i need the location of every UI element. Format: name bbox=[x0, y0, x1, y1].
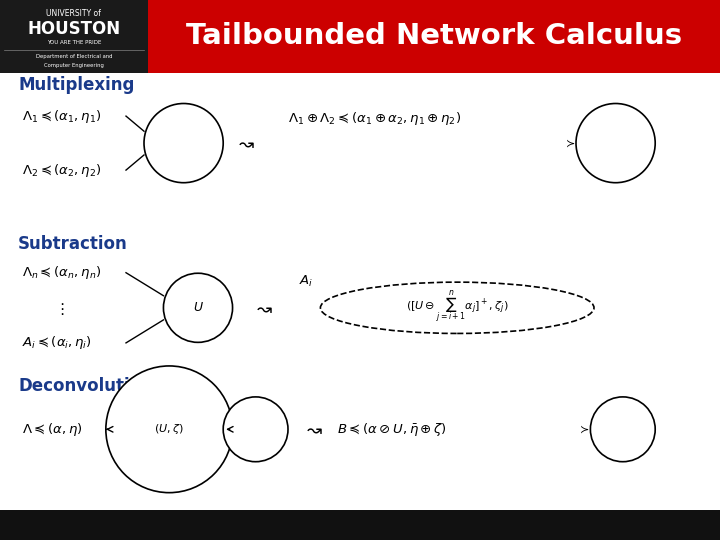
Text: Deconvolution: Deconvolution bbox=[18, 377, 153, 395]
Text: HOUSTON: HOUSTON bbox=[27, 20, 120, 38]
Text: $\rightsquigarrow$: $\rightsquigarrow$ bbox=[235, 134, 255, 152]
Text: $\succ$: $\succ$ bbox=[577, 423, 590, 435]
Text: Subtraction: Subtraction bbox=[18, 235, 127, 253]
Text: $\vdots$: $\vdots$ bbox=[54, 301, 64, 317]
Text: $A_i$: $A_i$ bbox=[299, 274, 313, 289]
Text: UNIVERSITY of: UNIVERSITY of bbox=[46, 9, 102, 18]
Text: $\Lambda_1 \preceq (\alpha_1, \eta_1)$: $\Lambda_1 \preceq (\alpha_1, \eta_1)$ bbox=[22, 107, 101, 125]
Text: Tailbounded Network Calculus: Tailbounded Network Calculus bbox=[186, 23, 682, 50]
Ellipse shape bbox=[576, 104, 655, 183]
Text: $\Lambda_1 \oplus \Lambda_2 \preceq (\alpha_1 \oplus \alpha_2, \eta_1 \oplus \et: $\Lambda_1 \oplus \Lambda_2 \preceq (\al… bbox=[288, 110, 462, 127]
Ellipse shape bbox=[144, 104, 223, 183]
Text: Multiplexing: Multiplexing bbox=[18, 76, 135, 94]
Ellipse shape bbox=[163, 273, 233, 342]
Bar bbox=[0, 0, 148, 73]
Ellipse shape bbox=[223, 397, 288, 462]
Text: $U$: $U$ bbox=[192, 301, 204, 314]
Ellipse shape bbox=[320, 282, 594, 334]
Text: $\Lambda \preceq (\alpha, \eta)$: $\Lambda \preceq (\alpha, \eta)$ bbox=[22, 421, 82, 438]
Text: $A_i \preceq (\alpha_i, \eta_i)$: $A_i \preceq (\alpha_i, \eta_i)$ bbox=[22, 334, 91, 352]
Bar bbox=[0, 510, 720, 540]
Text: $\rightsquigarrow$: $\rightsquigarrow$ bbox=[253, 299, 273, 317]
Text: $B$: $B$ bbox=[227, 414, 237, 427]
Text: $\Lambda_2 \preceq (\alpha_2, \eta_2)$: $\Lambda_2 \preceq (\alpha_2, \eta_2)$ bbox=[22, 161, 101, 179]
Text: $B \preceq (\alpha \oslash U, \bar{\eta} \oplus \zeta)$: $B \preceq (\alpha \oslash U, \bar{\eta}… bbox=[337, 421, 447, 438]
Text: YOU ARE THE PRIDE: YOU ARE THE PRIDE bbox=[47, 40, 101, 45]
Text: $(U,\zeta)$: $(U,\zeta)$ bbox=[154, 422, 184, 436]
Text: $\rightsquigarrow$: $\rightsquigarrow$ bbox=[303, 420, 323, 438]
Bar bbox=[148, 0, 720, 73]
Ellipse shape bbox=[590, 397, 655, 462]
Ellipse shape bbox=[106, 366, 233, 492]
Text: $\succ$: $\succ$ bbox=[562, 137, 575, 149]
Text: Department of Electrical and: Department of Electrical and bbox=[35, 55, 112, 59]
Text: $\Lambda_n \preceq (\alpha_n, \eta_n)$: $\Lambda_n \preceq (\alpha_n, \eta_n)$ bbox=[22, 264, 101, 281]
Text: $([U \ominus \sum_{j=i+1}^{n} \alpha_j]^+, \zeta_j)$: $([U \ominus \sum_{j=i+1}^{n} \alpha_j]^… bbox=[406, 289, 508, 326]
Text: Computer Engineering: Computer Engineering bbox=[44, 63, 104, 68]
